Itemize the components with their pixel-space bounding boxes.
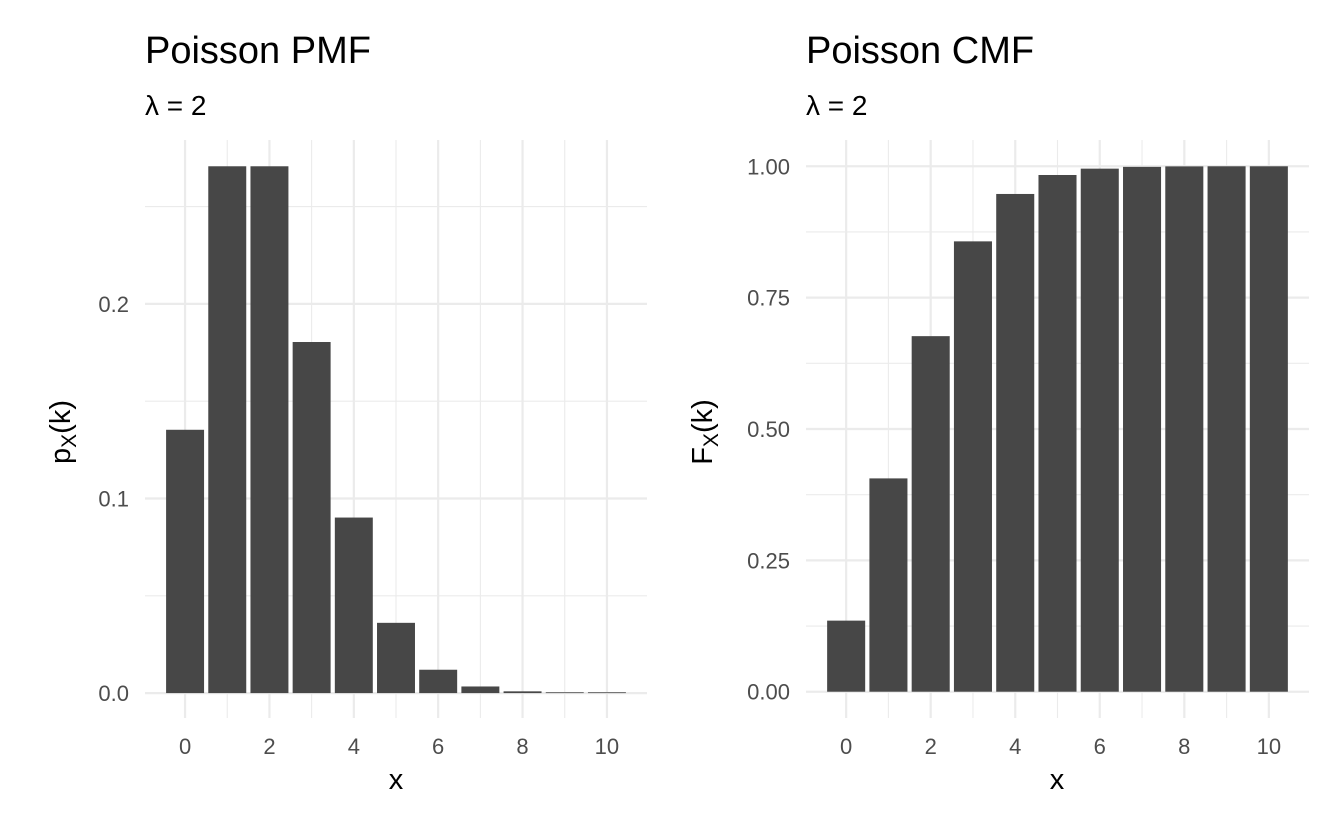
pmf-bar-8 [503, 691, 542, 694]
cmf-bar-4 [996, 193, 1035, 692]
pmf-bar-7 [461, 686, 500, 694]
pmf-y-tick-labels: 0.0 0.1 0.2 [98, 292, 129, 706]
pmf-bar-4 [334, 517, 373, 694]
pmf-bar-9 [545, 692, 584, 694]
pmf-y-axis-title: pX(k) [45, 400, 81, 464]
cmf-bar-0 [827, 620, 866, 692]
pmf-bar-2 [250, 166, 289, 694]
cmf-bar-9 [1207, 166, 1246, 692]
cmf-y-tick-label: 0.75 [747, 286, 790, 311]
pmf-x-tick-label: 0 [179, 734, 191, 759]
pmf-x-tick-label: 6 [432, 734, 444, 759]
cmf-bar-10 [1249, 166, 1288, 692]
pmf-x-tick-label: 4 [348, 734, 360, 759]
pmf-subtitle: λ = 2 [145, 90, 206, 121]
pmf-bar-6 [419, 669, 458, 694]
cmf-x-tick-label: 0 [840, 734, 852, 759]
pmf-bar-0 [166, 429, 205, 694]
cmf-y-tick-label: 1.00 [747, 154, 790, 179]
pmf-title: Poisson PMF [145, 30, 371, 72]
pmf-y-axis-title-suffix: (k) [45, 400, 77, 434]
pmf-panel: Poisson PMF λ = 2 0.0 0.1 0.2 0 2 4 6 8 10 x pX… [45, 30, 647, 796]
cmf-y-axis-title-main: F [687, 447, 719, 465]
cmf-x-tick-label: 6 [1094, 734, 1106, 759]
cmf-bar-3 [953, 241, 992, 692]
cmf-bar-6 [1080, 168, 1119, 692]
cmf-y-axis-title-subscript: X [700, 433, 723, 447]
cmf-bar-7 [1123, 166, 1162, 692]
cmf-bar-5 [1038, 174, 1077, 692]
pmf-bar-5 [377, 622, 415, 694]
cmf-y-tick-label: 0.00 [747, 680, 790, 705]
cmf-y-axis-title-suffix: (k) [687, 399, 719, 433]
cmf-bars [827, 166, 1288, 692]
cmf-y-tick-label: 0.25 [747, 548, 790, 573]
cmf-bar-1 [869, 478, 908, 692]
cmf-bar-8 [1165, 166, 1204, 692]
cmf-bar-2 [911, 336, 950, 692]
cmf-x-tick-label: 10 [1257, 734, 1281, 759]
pmf-bar-3 [292, 342, 331, 694]
cmf-y-tick-label: 0.50 [747, 417, 790, 442]
cmf-panel: Poisson CMF λ = 2 0.00 0.25 0.50 0.75 1.00 0… [687, 30, 1309, 796]
pmf-y-tick-label: 0.0 [98, 681, 129, 706]
cmf-x-tick-label: 8 [1178, 734, 1190, 759]
cmf-y-tick-labels: 0.00 0.25 0.50 0.75 1.00 [747, 154, 790, 704]
pmf-bars [166, 166, 626, 694]
cmf-x-tick-label: 4 [1009, 734, 1021, 759]
pmf-y-tick-label: 0.1 [98, 486, 129, 511]
cmf-title: Poisson CMF [806, 30, 1034, 72]
cmf-subtitle: λ = 2 [806, 90, 867, 121]
cmf-x-tick-labels: 0 2 4 6 8 10 [840, 734, 1281, 759]
pmf-x-tick-labels: 0 2 4 6 8 10 [179, 734, 619, 759]
pmf-bar-10 [587, 692, 626, 694]
pmf-bar-1 [208, 166, 247, 694]
cmf-x-axis-title: x [1050, 764, 1065, 796]
pmf-y-axis-title-main: p [45, 448, 77, 464]
cmf-y-axis-title: FX(k) [687, 399, 723, 465]
pmf-x-tick-label: 10 [595, 734, 619, 759]
pmf-y-tick-label: 0.2 [98, 292, 129, 317]
pmf-x-tick-label: 2 [263, 734, 275, 759]
pmf-y-axis-title-subscript: X [58, 434, 81, 448]
cmf-x-tick-label: 2 [925, 734, 937, 759]
pmf-x-tick-label: 8 [516, 734, 528, 759]
pmf-x-axis-title: x [389, 764, 404, 796]
